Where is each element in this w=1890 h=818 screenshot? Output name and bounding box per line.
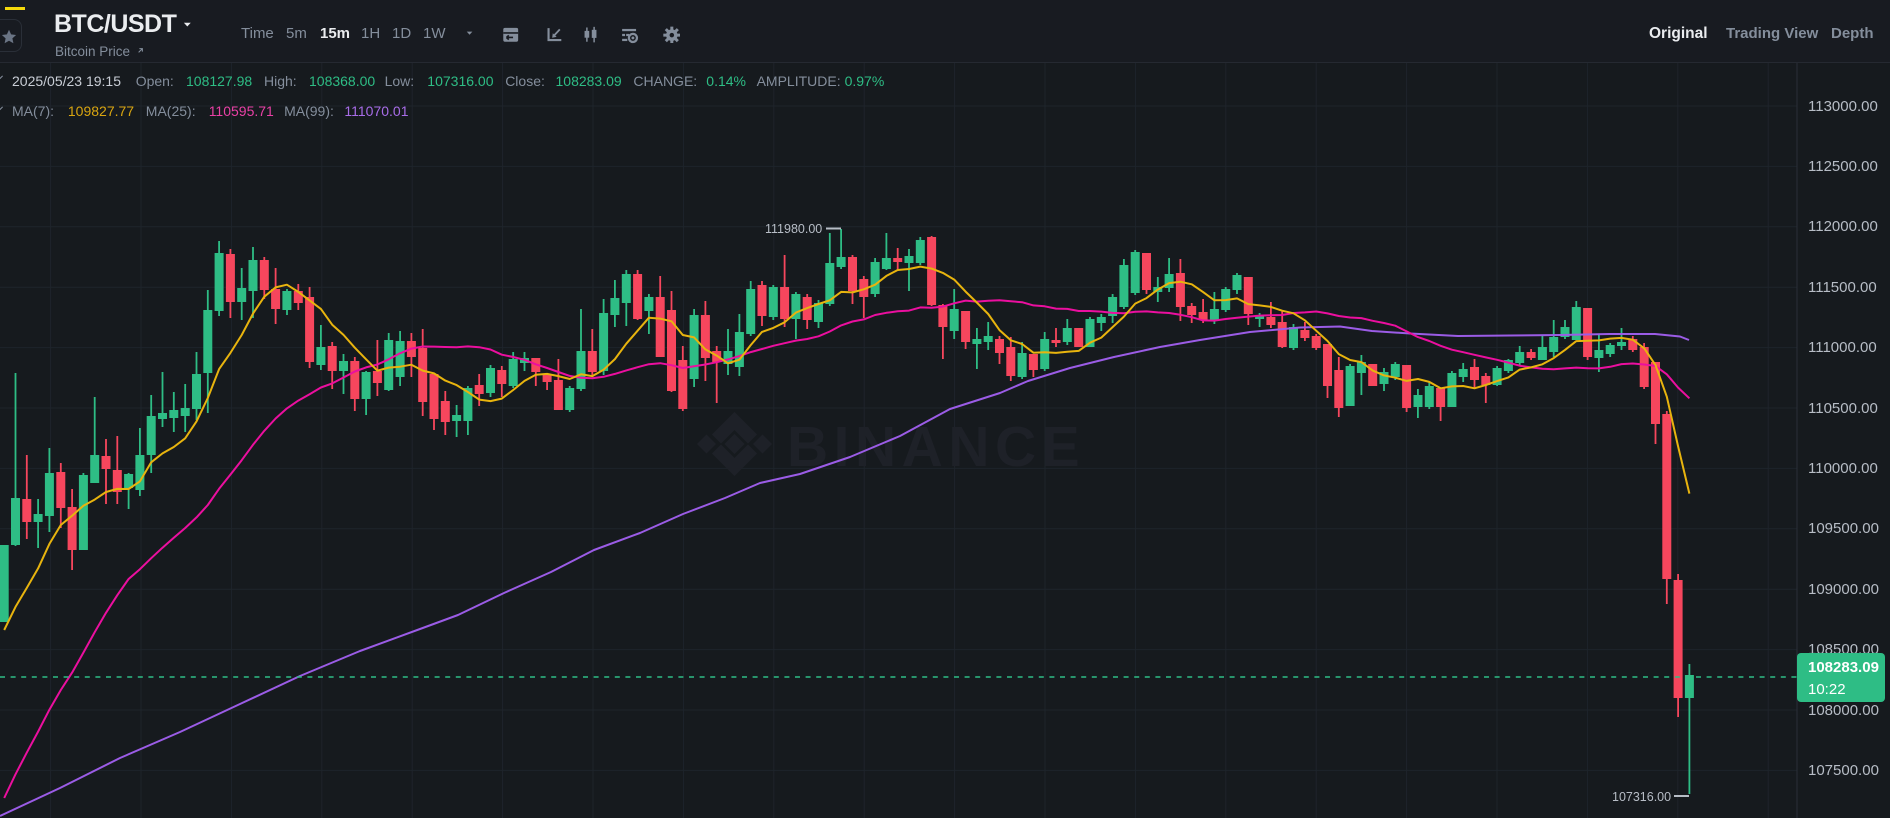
svg-text:BINANCE: BINANCE — [787, 415, 1085, 479]
